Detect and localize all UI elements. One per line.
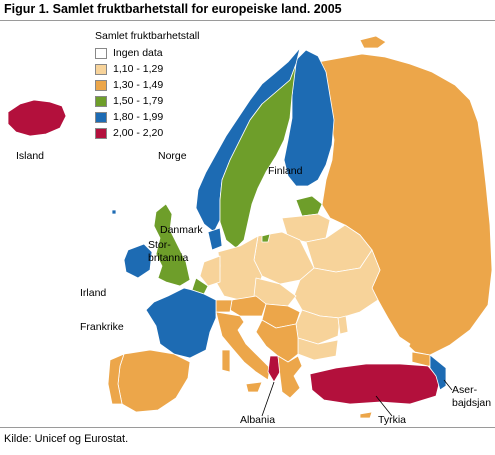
country-ireland — [123, 243, 153, 279]
label-aserbajdsjan-1: Aser- — [452, 384, 478, 396]
legend-swatch — [95, 47, 107, 59]
label-norge: Norge — [158, 150, 187, 162]
country-switzerland — [215, 299, 233, 313]
country-sicily — [245, 381, 263, 393]
legend-label: Ingen data — [113, 47, 163, 59]
country-albania — [267, 355, 281, 383]
country-uk — [153, 203, 191, 287]
country-azerbaijan — [429, 354, 447, 391]
title-divider — [0, 20, 495, 21]
leader-tyrkia — [375, 395, 393, 417]
legend-item-1: 1,10 - 1,29 — [95, 61, 199, 77]
black-sea — [339, 331, 411, 363]
country-denmark — [207, 227, 223, 251]
legend-label: 1,30 - 1,49 — [113, 79, 164, 91]
country-portugal — [107, 353, 125, 405]
legend: Samlet fruktbarhetstall Ingen data 1,10 … — [95, 30, 199, 141]
legend-item-3: 1,50 - 1,79 — [95, 93, 199, 109]
leader-albania — [261, 381, 275, 417]
source-note: Kilde: Unicef og Eurostat. — [4, 433, 129, 445]
country-turkey — [309, 363, 441, 405]
source-divider — [0, 427, 495, 428]
country-russia — [317, 53, 493, 356]
baltic-island — [261, 233, 271, 243]
legend-swatch — [95, 63, 107, 75]
legend-label: 1,50 - 1,79 — [113, 95, 164, 107]
arctic-islands — [359, 35, 387, 49]
label-aserbajdsjan-2: bajdsjan — [452, 397, 492, 409]
legend-label: 2,00 - 2,20 — [113, 127, 164, 139]
country-benelux — [199, 255, 221, 287]
country-finland — [283, 49, 335, 187]
country-moldova — [337, 315, 349, 335]
label-frankrike: Frankrike — [80, 321, 124, 333]
country-france — [145, 287, 217, 359]
label-storbritannia-2: britannia — [148, 252, 189, 264]
legend-label: 1,80 - 1,99 — [113, 111, 164, 123]
legend-item-2: 1,30 - 1,49 — [95, 77, 199, 93]
leader-aserbajdsjan — [443, 379, 453, 391]
legend-item-5: 2,00 - 2,20 — [95, 125, 199, 141]
country-ukraine — [293, 249, 381, 319]
country-sardinia — [221, 349, 231, 373]
country-spain — [117, 349, 191, 413]
legend-swatch — [95, 95, 107, 107]
label-island: Island — [16, 150, 45, 162]
legend-swatch — [95, 111, 107, 123]
legend-swatch — [95, 127, 107, 139]
label-irland: Irland — [80, 287, 107, 299]
country-greece — [277, 355, 303, 399]
legend-title: Samlet fruktbarhetstall — [95, 30, 200, 42]
legend-label: 1,10 - 1,29 — [113, 63, 164, 75]
label-danmark: Danmark — [160, 224, 203, 236]
europe-map — [7, 35, 493, 419]
country-sweden — [219, 63, 297, 249]
label-storbritannia-1: Stor- — [148, 239, 171, 251]
legend-item-4: 1,80 - 1,99 — [95, 109, 199, 125]
label-tyrkia: Tyrkia — [378, 414, 407, 426]
country-cyprus — [359, 411, 373, 419]
country-estonia — [295, 195, 323, 217]
country-faroe — [111, 209, 117, 215]
country-iceland — [7, 99, 67, 137]
figure-title: Figur 1. Samlet fruktbarhetstall for eur… — [4, 2, 342, 16]
country-balkans — [255, 319, 299, 363]
label-albania: Albania — [240, 414, 276, 426]
legend-swatch — [95, 79, 107, 91]
label-finland: Finland — [268, 165, 303, 177]
legend-item-ingen-data: Ingen data — [95, 45, 199, 61]
